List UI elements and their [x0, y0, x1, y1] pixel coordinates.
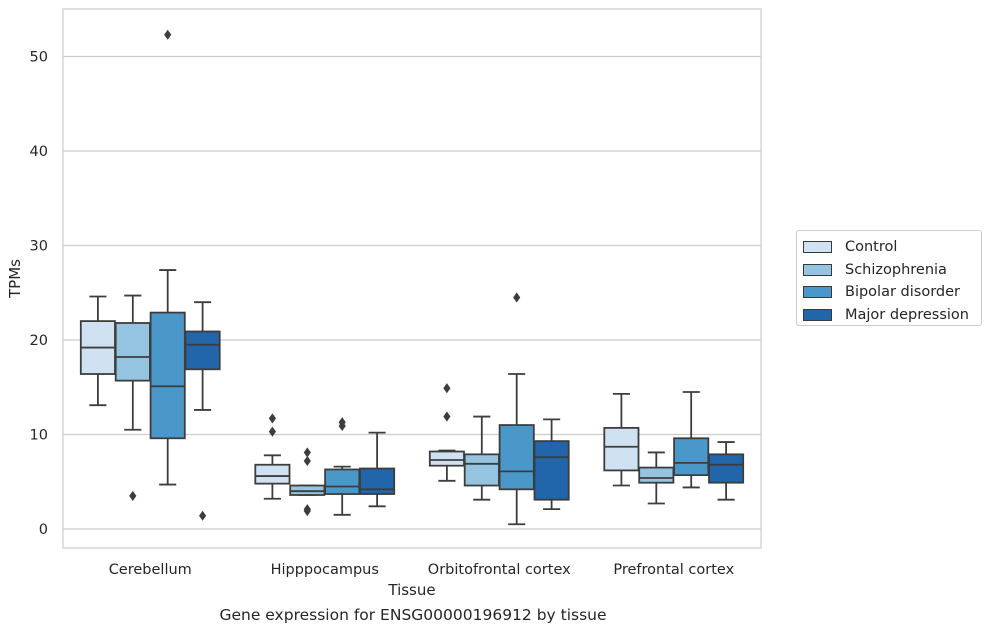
legend-label: Major depression	[845, 306, 969, 323]
x-tick-label: Orbitofrontal cortex	[428, 562, 571, 578]
box-major-depression	[708, 441, 745, 501]
legend-label: Schizophrenia	[845, 261, 947, 278]
box-bipolar-disorder	[498, 292, 535, 526]
legend-swatch	[803, 308, 832, 321]
legend-item: Bipolar disorder	[803, 281, 981, 304]
x-axis-ticks: Cerebellum Hipppocampus Orbitofrontal cort…	[109, 562, 735, 578]
box-iqr	[533, 440, 570, 501]
box-control	[428, 383, 465, 482]
legend-item: Control	[803, 236, 981, 259]
outlier-point	[443, 411, 451, 422]
box-iqr	[708, 453, 745, 484]
plot-area	[62, 8, 762, 549]
box-schizophrenia	[638, 451, 675, 505]
outlier-point	[268, 413, 276, 424]
box-iqr	[498, 424, 535, 491]
y-tick-label: 50	[30, 50, 48, 66]
outlier-point	[303, 504, 311, 515]
box-iqr	[603, 426, 640, 472]
box-schizophrenia	[289, 447, 326, 517]
box-iqr	[463, 453, 500, 487]
box-control	[603, 392, 640, 487]
legend-swatch	[803, 286, 832, 299]
legend-label: Bipolar disorder	[845, 284, 960, 301]
y-tick-label: 10	[30, 428, 48, 444]
legend-swatch	[803, 241, 832, 254]
x-tick-label: Hipppocampus	[271, 562, 379, 578]
x-tick-label: Prefrontal cortex	[613, 562, 734, 578]
legend-item: Schizophrenia	[803, 259, 981, 282]
box-schizophrenia	[463, 415, 500, 501]
y-tick-label: 0	[39, 522, 48, 538]
y-tick-label: 30	[30, 239, 48, 255]
legend: Control Schizophrenia Bipolar disorder Majo…	[796, 230, 982, 326]
box-iqr	[673, 437, 710, 477]
outlier-point	[129, 490, 137, 501]
outlier-point	[338, 417, 346, 428]
x-tick-label: Cerebellum	[109, 562, 192, 578]
box-iqr	[114, 322, 151, 382]
box-iqr	[428, 450, 465, 467]
box-major-depression	[359, 431, 396, 508]
box-major-depression	[184, 301, 221, 521]
box-iqr	[149, 311, 186, 440]
box-iqr	[289, 484, 326, 496]
chart-caption: Gene expression for ENSG00000196912 by t…	[219, 606, 607, 624]
box-iqr	[254, 463, 291, 485]
outlier-point	[199, 510, 207, 521]
outlier-point	[443, 383, 451, 394]
box-bipolar-disorder	[149, 29, 186, 486]
y-tick-label: 20	[30, 333, 48, 349]
box-major-depression	[533, 418, 570, 511]
box-control	[254, 413, 291, 500]
outlier-point	[303, 455, 311, 466]
outlier-point	[513, 292, 521, 303]
box-bipolar-disorder	[324, 417, 361, 516]
y-tick-label: 40	[30, 144, 48, 160]
legend-item: Major depression	[803, 304, 981, 327]
box-schizophrenia	[114, 294, 151, 501]
y-axis-ticks: 0 10 20 30 40 50	[30, 50, 48, 539]
outlier-point	[164, 29, 172, 40]
outlier-point	[303, 447, 311, 458]
box-bipolar-disorder	[673, 391, 710, 489]
box-series	[79, 29, 745, 526]
box-iqr	[324, 468, 361, 495]
box-iqr	[638, 466, 675, 484]
legend-label: Control	[845, 239, 898, 256]
box-iqr	[184, 330, 221, 371]
box-control	[79, 295, 116, 407]
y-axis-label: TPMs	[6, 259, 24, 299]
x-axis-label: Tissue	[387, 581, 435, 599]
legend-swatch	[803, 263, 832, 276]
outlier-point	[268, 426, 276, 437]
